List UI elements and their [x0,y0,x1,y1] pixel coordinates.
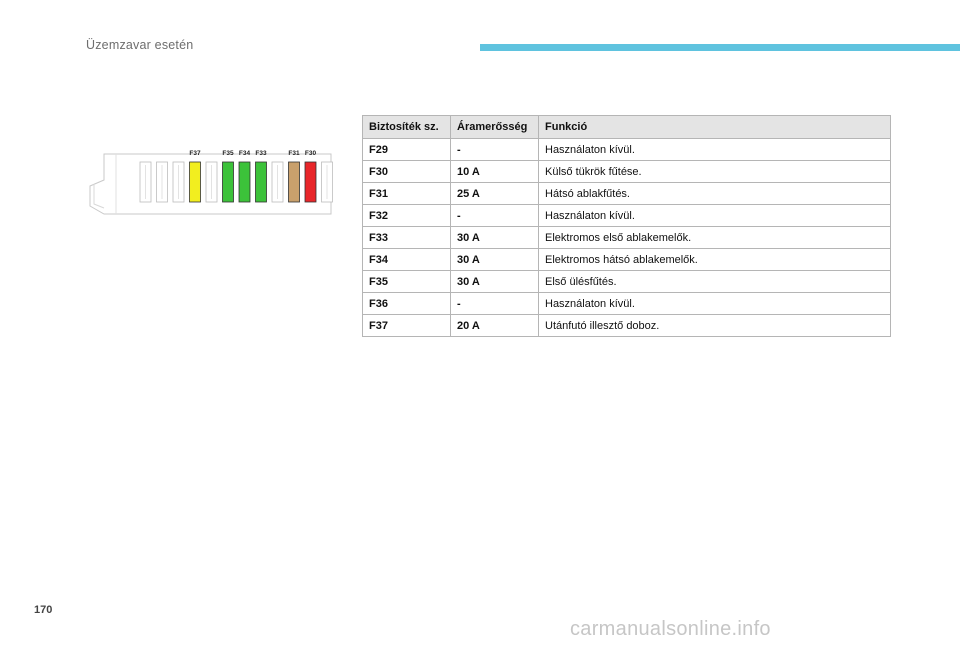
header-accent-bar [480,44,960,51]
fuse-number: F33 [362,226,451,249]
fuse-number: F29 [362,138,451,161]
amperage: 30 A [450,270,539,293]
table-row: F32 - Használaton kívül. [362,204,891,227]
amperage: - [450,204,539,227]
column-header-fuse-number: Biztosíték sz. [362,115,451,139]
fuse-number: F30 [362,160,451,183]
fuse-label: F33 [255,150,267,157]
fuse-number: F32 [362,204,451,227]
fuse-f30 [304,161,317,203]
column-header-amperage: Áramerősség [450,115,539,139]
page-number: 170 [34,604,53,616]
table-row: F34 30 A Elektromos hátsó ablakemelők. [362,248,891,271]
fuse-f34 [238,161,251,203]
fuse-label: F37 [189,150,201,157]
fuse-f35 [222,161,234,203]
function: Használaton kívül. [538,138,891,161]
table-row: F36 - Használaton kívül. [362,292,891,315]
amperage: 30 A [450,226,539,249]
page-section-title: Üzemzavar esetén [86,38,194,52]
amperage: 25 A [450,182,539,205]
function: Utánfutó illesztő doboz. [538,314,891,337]
fuse-f33 [255,161,267,203]
fuse-box-diagram: F37 F35 F34 F33 F31 F30 [86,140,336,220]
amperage: 20 A [450,314,539,337]
function: Használaton kívül. [538,292,891,315]
table-row: F31 25 A Hátsó ablakfűtés. [362,182,891,205]
table-header-row: Biztosíték sz. Áramerősség Funkció [362,115,891,139]
fuse-number: F37 [362,314,451,337]
column-header-function: Funkció [538,115,891,139]
table-row: F35 30 A Első ülésfűtés. [362,270,891,293]
fuse-number: F34 [362,248,451,271]
table-row: F30 10 A Külső tükrök fűtése. [362,160,891,183]
table-row: F33 30 A Elektromos első ablakemelők. [362,226,891,249]
function: Hátsó ablakfűtés. [538,182,891,205]
amperage: - [450,138,539,161]
fuse-label: F35 [222,150,234,157]
fuse-number: F36 [362,292,451,315]
fuse-f31 [288,161,300,203]
function: Elektromos első ablakemelők. [538,226,891,249]
function: Külső tükrök fűtése. [538,160,891,183]
fuse-label: F30 [305,150,317,157]
fuse-f37 [189,161,201,203]
watermark: carmanualsonline.info [570,618,771,640]
amperage: 30 A [450,248,539,271]
function: Első ülésfűtés. [538,270,891,293]
fuse-number: F35 [362,270,451,293]
fuse-table: Biztosíték sz. Áramerősség Funkció F29 -… [362,115,891,337]
fuse-label: F34 [239,150,251,157]
amperage: 10 A [450,160,539,183]
fuse-box-drawing: F37 F35 F34 F33 F31 F30 [89,150,333,215]
table-row: F29 - Használaton kívül. [362,138,891,161]
fuse-number: F31 [362,182,451,205]
table-row: F37 20 A Utánfutó illesztő doboz. [362,314,891,337]
function: Elektromos hátsó ablakemelők. [538,248,891,271]
amperage: - [450,292,539,315]
fuse-label: F31 [288,150,300,157]
function: Használaton kívül. [538,204,891,227]
